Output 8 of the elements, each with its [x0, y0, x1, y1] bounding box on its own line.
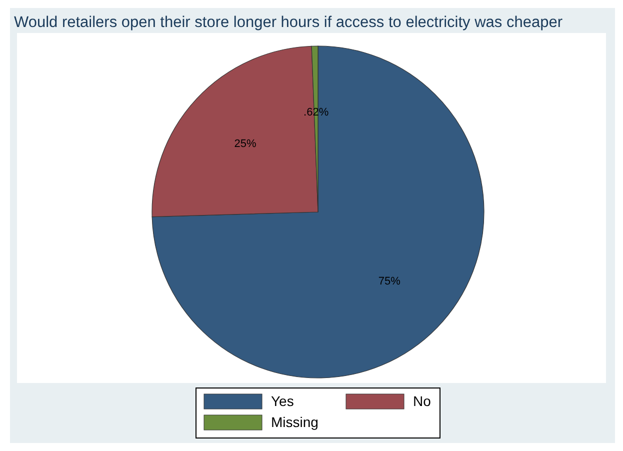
data-label: .62%: [304, 106, 329, 118]
legend-label: No: [413, 393, 432, 409]
pie-slice: [152, 46, 484, 378]
data-label: 25%: [234, 138, 256, 150]
chart-title: Would retailers open their store longer hours if access to electricity was cheaper: [14, 14, 563, 31]
data-label: 75%: [378, 275, 401, 288]
legend-label: Missing: [271, 414, 318, 430]
legend-label: Yes: [271, 393, 294, 409]
